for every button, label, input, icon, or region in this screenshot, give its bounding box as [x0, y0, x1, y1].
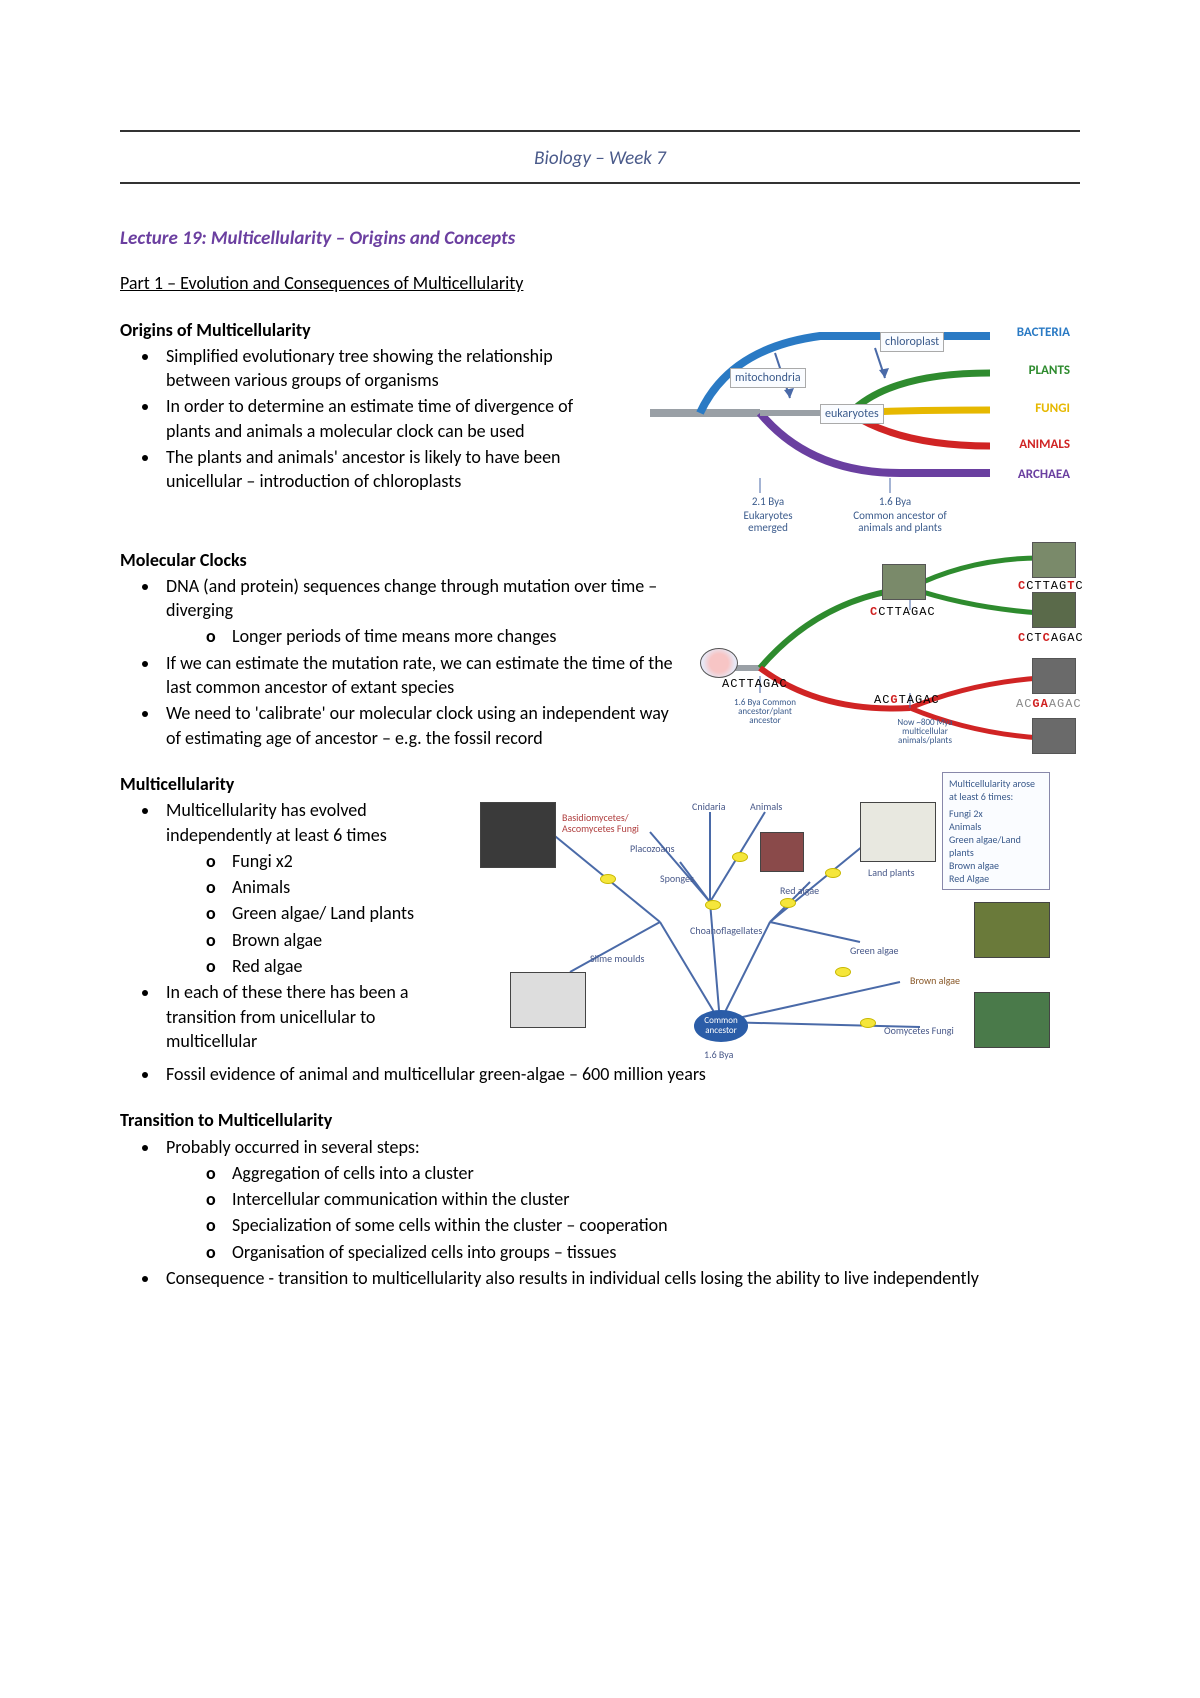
origin-node — [705, 900, 721, 910]
label-archaea: ARCHAEA — [1018, 466, 1070, 484]
thumbnail-image — [1032, 542, 1076, 578]
seq-b: ACGTAGAC — [874, 692, 940, 708]
label-t1sub: Eukaryotes emerged — [728, 510, 808, 534]
label-eukaryotes: eukaryotes — [820, 404, 884, 424]
seq-d: CCTCAGAC — [1018, 630, 1084, 646]
label-placozoans: Placozoans — [630, 842, 675, 856]
thumbnail-image — [974, 992, 1050, 1048]
figure-molecular-clock: ACTTAGAC CCTTAGAC CCTTAGTC CCTCAGAC ACGT… — [700, 548, 1080, 768]
label-oomycetes: Oomycetes Fungi — [884, 1024, 954, 1038]
label-greenalgae: Green algae — [850, 944, 899, 958]
legend-box: Multicellularity arose at least 6 times:… — [942, 772, 1050, 890]
list-item: Simplified evolutionary tree showing the… — [160, 344, 620, 393]
thumbnail-image — [1032, 592, 1076, 628]
origin-node — [825, 868, 841, 878]
legend-item: Animals — [949, 820, 1043, 833]
thumbnail-image — [760, 832, 804, 872]
label-chloroplast: chloroplast — [880, 332, 944, 352]
label-t2sub: Common ancestor of animals and plants — [840, 510, 960, 534]
thumbnail-image — [1032, 658, 1076, 694]
label-fungi: FUNGI — [1035, 400, 1070, 418]
list-item: Fossil evidence of animal and multicellu… — [160, 1062, 1080, 1086]
label-landplants: Land plants — [868, 866, 915, 880]
label-plants: PLANTS — [1029, 362, 1070, 380]
thumbnail-image — [1032, 718, 1076, 754]
list-subitem: Fungi x2 — [206, 849, 460, 873]
label-choano: Choanoflagellates — [690, 924, 762, 938]
thumbnail-image — [860, 802, 936, 862]
part-title: Part 1 – Evolution and Consequences of M… — [120, 271, 1080, 295]
caption-right: Now ~800 Mya multicellular animals/plant… — [880, 718, 970, 746]
legend-title: Multicellularity arose at least 6 times: — [949, 777, 1043, 803]
list-multicellularity-cont: Fossil evidence of animal and multicellu… — [120, 1062, 1080, 1086]
list-subitem: Green algae/ Land plants — [206, 901, 460, 925]
seq-e: ACGAAGAC — [1016, 696, 1082, 712]
list-transition: Probably occurred in several steps: Aggr… — [120, 1135, 1080, 1291]
header-rule-top — [120, 130, 1080, 132]
figure-multicellularity-tree: Common ancestor 1.6 Bya Basidiomycetes/ … — [480, 772, 1050, 1062]
origin-node — [780, 898, 796, 908]
caption-left: 1.6 Bya Common ancestor/plant ancestor — [730, 698, 800, 726]
list-item: Probably occurred in several steps: Aggr… — [160, 1135, 1080, 1264]
legend-item: Green algae/Land plants — [949, 833, 1043, 859]
legend-item: Brown algae — [949, 859, 1043, 872]
legend-item: Red Algae — [949, 872, 1043, 885]
list-item: The plants and animals' ancestor is like… — [160, 445, 620, 494]
label-basidio: Basidiomycetes/ Ascomycetes Fungi — [562, 812, 652, 834]
origin-node — [835, 967, 851, 977]
list-item: Consequence - transition to multicellula… — [160, 1266, 1080, 1290]
seq-root: ACTTAGAC — [722, 676, 788, 692]
label-t2: 1.6 Bya — [865, 496, 925, 508]
list-subitem: Organisation of specialized cells into g… — [206, 1240, 1080, 1264]
lecture-title: Lecture 19: Multicellularity – Origins a… — [120, 226, 1080, 252]
list-multicellularity: Multicellularity has evolved independent… — [120, 798, 460, 1053]
list-item: In each of these there has been a transi… — [160, 980, 460, 1053]
list-origins: Simplified evolutionary tree showing the… — [120, 344, 620, 494]
legend-item: Fungi 2x — [949, 807, 1043, 820]
list-item: If we can estimate the mutation rate, we… — [160, 651, 680, 700]
list-item: Multicellularity has evolved independent… — [160, 798, 460, 978]
cell-icon — [700, 648, 738, 678]
seq-a: CCTTAGAC — [870, 604, 936, 620]
label-t1: 2.1 Bya — [738, 496, 798, 508]
list-subitem: Longer periods of time means more change… — [206, 624, 680, 648]
list-subitem: Red algae — [206, 954, 460, 978]
thumbnail-image — [882, 564, 926, 600]
list-item: DNA (and protein) sequences change throu… — [160, 574, 680, 649]
thumbnail-image — [510, 972, 586, 1028]
list-subitem: Animals — [206, 875, 460, 899]
list-subitem: Brown algae — [206, 928, 460, 952]
figure-phylogeny-tree: BACTERIA PLANTS FUNGI ANIMALS ARCHAEA ch… — [640, 318, 1070, 548]
heading-transition: Transition to Multicellularity — [120, 1108, 1080, 1132]
list-item: In order to determine an estimate time o… — [160, 394, 620, 443]
label-cnidaria: Cnidaria — [692, 800, 726, 814]
label-slime: Slime moulds — [590, 952, 644, 966]
origin-node — [860, 1018, 876, 1028]
origin-node — [732, 852, 748, 862]
list-subitem: Aggregation of cells into a cluster — [206, 1161, 1080, 1185]
heading-origins: Origins of Multicellularity — [120, 318, 620, 342]
label-brownalgae: Brown algae — [910, 974, 960, 988]
heading-molecular-clocks: Molecular Clocks — [120, 548, 680, 572]
label-sponges: Sponges — [660, 872, 694, 886]
seq-c: CCTTAGTC — [1018, 578, 1084, 594]
label-time: 1.6 Bya — [704, 1048, 733, 1062]
list-molecular-clocks: DNA (and protein) sequences change throu… — [120, 574, 680, 750]
list-subitem: Intercellular communication within the c… — [206, 1187, 1080, 1211]
label-animals: Animals — [750, 800, 782, 814]
origin-node — [600, 874, 616, 884]
label-bacteria: BACTERIA — [1017, 324, 1070, 342]
list-item: We need to 'calibrate' our molecular clo… — [160, 701, 680, 750]
heading-multicellularity: Multicellularity — [120, 772, 460, 796]
label-mitochondria: mitochondria — [730, 368, 806, 388]
list-subitem: Specialization of some cells within the … — [206, 1213, 1080, 1237]
thumbnail-image — [480, 802, 556, 868]
thumbnail-image — [974, 902, 1050, 958]
label-redalgae: Red algae — [780, 884, 819, 898]
label-animals: ANIMALS — [1019, 436, 1070, 454]
ancestor-node: Common ancestor — [694, 1010, 748, 1042]
header-rule-bottom — [120, 182, 1080, 184]
course-title: Biology – Week 7 — [120, 140, 1080, 182]
